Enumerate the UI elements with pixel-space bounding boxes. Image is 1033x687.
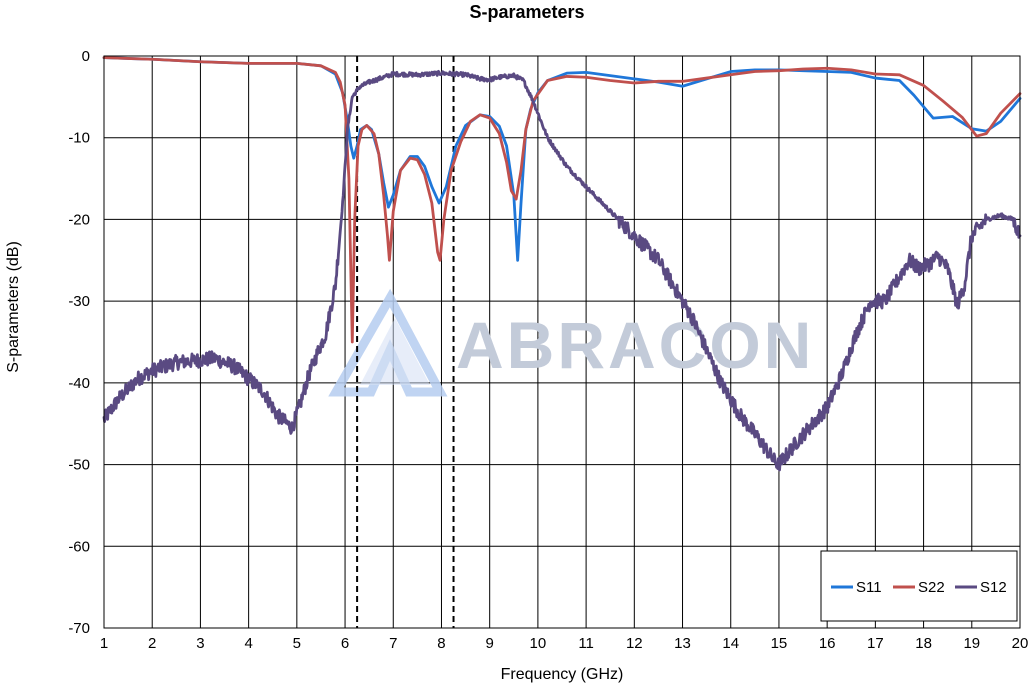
x-tick-label: 11 <box>578 635 594 652</box>
x-tick-label: 8 <box>437 635 445 652</box>
x-axis-ticks: 1 2 3 4 5 6 7 8 9 10 11 12 13 14 15 16 17 18 19 20 <box>100 635 1029 652</box>
x-tick-label: 17 <box>867 635 884 652</box>
series-line-s11 <box>102 56 1022 262</box>
series-line-s12 <box>102 69 1022 472</box>
legend-label-s12: S12 <box>980 579 1007 596</box>
y-tick-label: 0 <box>82 48 90 65</box>
x-tick-label: 3 <box>196 635 204 652</box>
watermark-text: ABRACON <box>456 308 814 382</box>
x-tick-label: 7 <box>389 635 397 652</box>
y-tick-label: -30 <box>68 293 90 310</box>
y-tick-label: -40 <box>68 375 90 392</box>
series-line-s22 <box>102 56 1022 344</box>
x-tick-label: 12 <box>626 635 643 652</box>
x-tick-label: 9 <box>486 635 494 652</box>
x-tick-label: 2 <box>148 635 156 652</box>
plot-series <box>102 56 1022 472</box>
y-tick-label: -20 <box>68 211 90 228</box>
x-tick-label: 14 <box>722 635 739 652</box>
plot-frame <box>103 55 1021 629</box>
y-axis-title: S-parameters (dB) <box>5 241 22 373</box>
y-axis-ticks: 0 -10 -20 -30 -40 -50 -60 -70 <box>68 48 90 637</box>
y-tick-label: -50 <box>68 457 90 474</box>
y-tick-label: -10 <box>68 130 90 147</box>
abracon-logo-icon <box>328 288 448 397</box>
x-tick-label: 4 <box>244 635 252 652</box>
legend-box <box>820 550 1018 622</box>
x-tick-label: 18 <box>915 635 932 652</box>
x-tick-label: 16 <box>819 635 836 652</box>
legend-label-s11: S11 <box>856 579 882 596</box>
abracon-watermark: ABRACON <box>328 288 814 397</box>
y-tick-label: -70 <box>68 620 90 637</box>
x-tick-label: 19 <box>963 635 980 652</box>
chart-title: S-parameters <box>469 2 584 22</box>
x-tick-label: 10 <box>530 635 547 652</box>
x-tick-label: 6 <box>341 635 349 652</box>
x-tick-label: 15 <box>771 635 788 652</box>
x-axis-title: Frequency (GHz) <box>501 666 624 683</box>
x-tick-label: 1 <box>100 635 108 652</box>
x-tick-label: 20 <box>1012 635 1029 652</box>
x-tick-label: 5 <box>293 635 301 652</box>
legend-label-s22: S22 <box>918 579 945 596</box>
legend: S11 S22 S12 <box>820 550 1018 622</box>
y-tick-label: -60 <box>68 538 90 555</box>
x-tick-label: 13 <box>674 635 691 652</box>
